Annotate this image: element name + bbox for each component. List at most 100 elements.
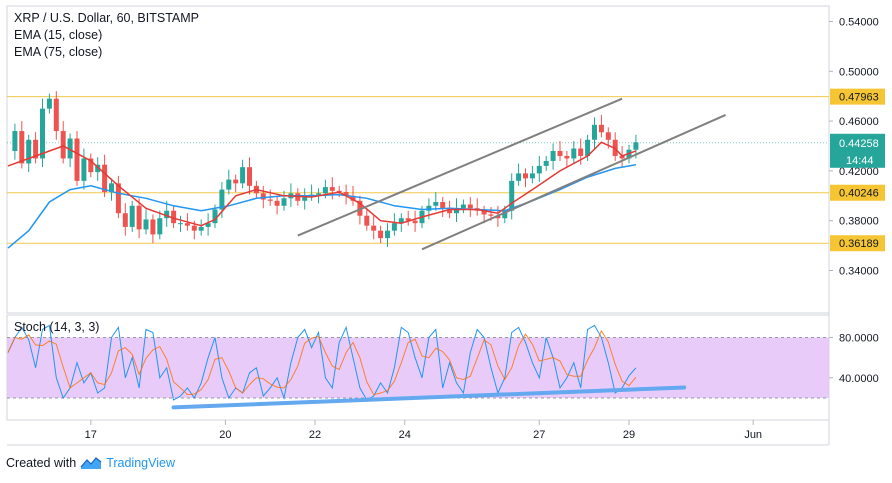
candle-body [178, 223, 183, 225]
lower-channel-line [421, 113, 727, 251]
candle-body [460, 204, 466, 209]
candle-body [184, 223, 190, 226]
candle-body [329, 187, 335, 191]
candle-body [398, 218, 404, 224]
level-label-box [830, 88, 885, 105]
candle-body [343, 192, 349, 196]
candle-body [502, 210, 508, 219]
created-with-text: Created with [6, 456, 77, 470]
stoch-d-line [7, 329, 637, 396]
candle-body [12, 131, 18, 151]
candle-body [157, 218, 163, 235]
candle-body [523, 173, 528, 179]
candle-body [550, 150, 556, 161]
candle-body [385, 230, 390, 239]
candle-body [81, 158, 87, 181]
countdown-label: 14:44 [846, 155, 874, 167]
y-tick-label: 0.42000 [839, 166, 879, 178]
candle-body [619, 155, 625, 159]
candle-body [212, 209, 218, 224]
candle-body [219, 189, 225, 210]
stoch-tick-label: 40.0000 [839, 373, 879, 385]
candle-body [536, 165, 542, 174]
candle-body [102, 164, 108, 193]
candle-body [405, 218, 411, 221]
candle-body [95, 164, 101, 173]
candle-body [440, 202, 446, 209]
level-label: 0.36189 [839, 238, 879, 250]
candle-body [529, 173, 535, 179]
x-tick-label: 27 [533, 429, 545, 441]
candle-body [633, 142, 639, 150]
candle-body [191, 225, 197, 231]
ema-15-line [7, 141, 637, 227]
last-price-box [830, 133, 885, 168]
candle-body [164, 210, 170, 219]
candle-body [598, 124, 604, 133]
candle-body [267, 199, 273, 201]
candle-body [571, 148, 577, 159]
stoch-k-line [7, 324, 637, 401]
tradingview-brand[interactable]: TradingView [106, 456, 175, 470]
upper-channel-line [297, 97, 623, 237]
candle-body [433, 202, 439, 206]
candle-body [350, 195, 356, 201]
candle-body [171, 210, 177, 224]
candle-body [578, 148, 584, 156]
candle-body [371, 225, 377, 231]
candle-body [426, 205, 432, 211]
candle-body [412, 220, 418, 224]
candle-body [60, 131, 66, 159]
stoch-trendline [171, 385, 687, 410]
candle-body [247, 167, 252, 186]
candle-body [488, 214, 494, 216]
x-tick-label: Jun [744, 429, 762, 441]
x-tick-label: 20 [219, 429, 231, 441]
candle-body [454, 208, 459, 214]
candle-body [122, 213, 128, 227]
y-tick-label: 0.50000 [839, 66, 879, 78]
candle-body [322, 187, 328, 194]
y-tick-label: 0.46000 [839, 116, 879, 128]
stoch-label: Stoch (14, 3, 3) [14, 320, 100, 334]
candle-body [316, 193, 321, 195]
candle-body [136, 205, 142, 230]
candle-body [198, 226, 204, 231]
x-tick-label: 24 [399, 429, 411, 441]
x-tick-label: 22 [309, 429, 321, 441]
level-label: 0.47963 [839, 92, 879, 104]
candle-body [495, 215, 501, 219]
candle-body [585, 139, 591, 156]
candle-body [19, 131, 25, 164]
level-label: 0.40246 [839, 188, 879, 200]
candle-body [274, 200, 280, 206]
level-label-box [830, 235, 885, 252]
candle-body [205, 223, 211, 227]
candle-body [53, 98, 59, 132]
y-tick-label: 0.38000 [839, 216, 879, 228]
candle-body [40, 108, 45, 159]
candle-body [592, 124, 597, 140]
stoch-tick-label: 80.0000 [839, 333, 879, 345]
candle-body [364, 215, 370, 226]
symbol-title: XRP / U.S. Dollar, 60, BITSTAMP [14, 11, 200, 25]
last-price-label: 0.44258 [839, 138, 879, 150]
ema-15-label: EMA (15, close) [14, 28, 103, 42]
candle-body [447, 208, 453, 214]
candle-body [557, 150, 563, 156]
ema-75-label: EMA (75, close) [14, 45, 103, 59]
candle-body [33, 139, 39, 159]
candle-body [281, 198, 287, 206]
footer-attribution[interactable]: Created with TradingView [6, 456, 175, 470]
candle-body [302, 195, 308, 201]
candle-body [233, 179, 239, 184]
level-label-box [830, 184, 885, 201]
candle-body [481, 210, 487, 215]
candle-body [88, 158, 94, 173]
candle-body [516, 173, 522, 181]
candle-body [240, 167, 246, 184]
price-pane-frame [6, 5, 830, 314]
candle-body [467, 204, 473, 209]
x-tick-label: 29 [623, 429, 635, 441]
